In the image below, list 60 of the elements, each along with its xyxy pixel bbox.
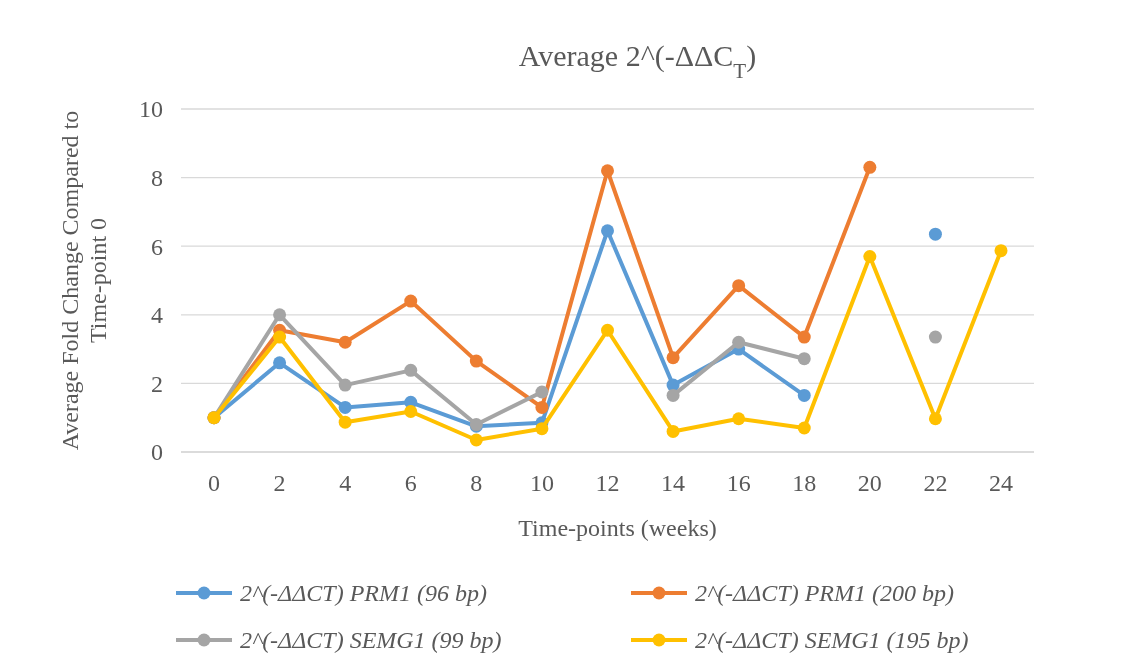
point: [732, 335, 746, 349]
y-tick-label: 0: [151, 439, 163, 466]
point: [863, 160, 877, 174]
y-tick-label: 4: [151, 302, 163, 329]
legend-label: 2^(-ΔΔCT) SEMG1 (99 bp): [240, 627, 502, 654]
point: [273, 330, 287, 344]
point: [797, 352, 811, 366]
x-tick-label: 8: [470, 470, 483, 496]
x-tick-label: 18: [792, 470, 817, 496]
point: [994, 244, 1008, 258]
y-tick-label: 8: [151, 165, 163, 191]
point: [273, 356, 287, 370]
point: [273, 308, 287, 322]
x-tick-label: 24: [989, 470, 1013, 496]
point: [404, 363, 418, 377]
point: [338, 335, 352, 349]
point: [928, 330, 942, 344]
point: [338, 378, 352, 392]
x-tick-label: 0: [208, 470, 220, 496]
x-tick-label: 2: [273, 470, 286, 496]
x-tick-label: 10: [529, 470, 554, 496]
x-tick-label: 20: [857, 470, 882, 496]
point: [928, 412, 942, 426]
point: [535, 385, 549, 399]
chart-title: Average 2^(-ΔΔC$_{T}$): [518, 39, 757, 83]
x-tick-label: 6: [404, 470, 417, 496]
point: [338, 400, 352, 414]
point: [666, 351, 680, 365]
point: [863, 249, 877, 263]
legend-label: 2^(-ΔΔCT) PRM1 (200 bp): [695, 580, 954, 607]
x-axis-title: Time-points (weeks): [518, 515, 717, 541]
y-tick-label: 10: [139, 96, 163, 123]
x-tick-label: 4: [339, 470, 352, 496]
y-axis-title: Average Fold Change Compared to Time-point 0: [57, 110, 111, 451]
point: [535, 422, 549, 436]
point: [732, 412, 746, 426]
point: [469, 433, 483, 447]
point: [732, 279, 746, 293]
point: [601, 164, 614, 178]
point: [666, 424, 680, 438]
y-tick-label: 6: [151, 233, 163, 260]
x-tick-label: 12: [595, 470, 620, 496]
x-tick-label: 14: [661, 470, 686, 496]
point: [797, 421, 811, 435]
point: [404, 294, 418, 308]
point: [666, 388, 680, 402]
point: [338, 415, 352, 429]
x-tick-label: 16: [726, 470, 751, 496]
point: [469, 354, 483, 368]
legend-label: 2^(-ΔΔCT) SEMG1 (195 bp): [695, 627, 969, 654]
y-tick-label: 2: [151, 370, 163, 397]
point: [535, 400, 549, 414]
legend-label: 2^(-ΔΔCT) PRM1 (96 bp): [240, 580, 487, 607]
x-tick-label: 22: [923, 470, 948, 496]
point: [797, 330, 811, 344]
point: [601, 224, 614, 238]
point: [404, 405, 418, 419]
point: [797, 388, 811, 402]
point: [928, 227, 942, 241]
point: [601, 323, 614, 337]
